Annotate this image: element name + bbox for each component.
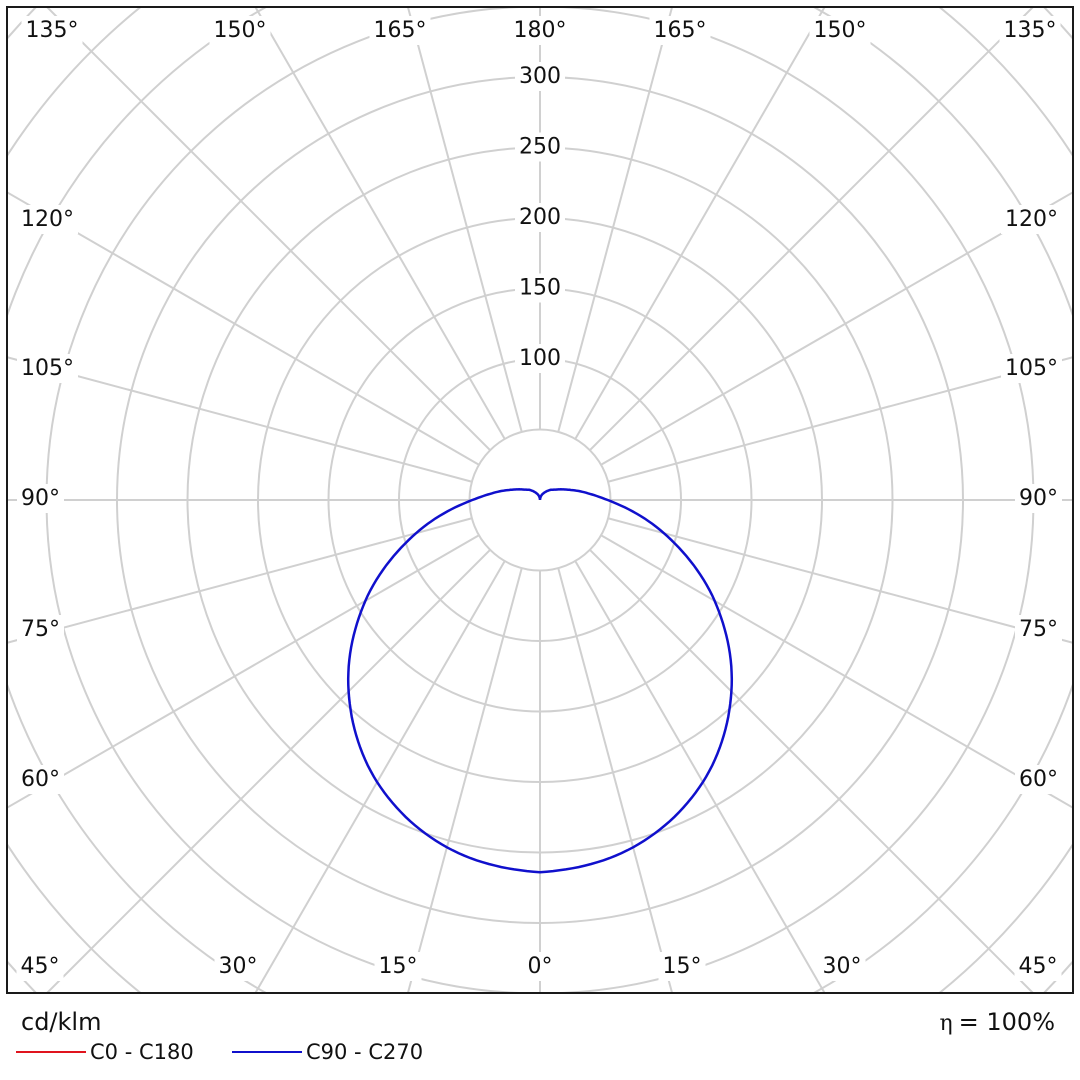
angle-label-top: 165°: [374, 18, 427, 43]
grid-spoke: [607, 517, 1073, 644]
angle-label-left: 90°: [21, 486, 60, 511]
angle-label-left: 105°: [21, 356, 74, 381]
grid-spoke: [254, 7, 506, 440]
angle-label-bottom: 30°: [823, 954, 862, 979]
grid-spoke: [7, 191, 480, 466]
grid-spoke: [574, 560, 826, 993]
angle-label-left: 120°: [21, 207, 74, 232]
radial-tick-label: 150: [519, 276, 561, 301]
angle-label-bottom: 30°: [219, 954, 258, 979]
efficiency-value: = 100%: [958, 1008, 1055, 1036]
angle-label-bottom: 15°: [379, 954, 418, 979]
legend-swatch-red: [16, 1051, 86, 1053]
grid-spoke: [7, 517, 473, 644]
angle-label-top: 150°: [214, 18, 267, 43]
grid-spoke: [600, 534, 1073, 809]
grid-spoke: [7, 534, 480, 809]
intensity-curves: [346, 488, 734, 874]
grid-spoke: [45, 7, 491, 451]
angle-label-top: 135°: [1004, 18, 1057, 43]
angle-label-top: 165°: [654, 18, 707, 43]
angle-label-right: 60°: [1019, 767, 1058, 792]
grid-spoke: [406, 7, 523, 433]
grid-spoke: [254, 560, 506, 993]
radial-tick-label: 300: [519, 64, 561, 89]
angle-label-top: 135°: [26, 18, 79, 43]
legend-item-c0-c180[interactable]: C0 - C180: [16, 1040, 194, 1064]
angle-label-top: 180°: [514, 18, 567, 43]
angle-label-bottom: 0°: [528, 954, 553, 979]
angle-label-left: 60°: [21, 767, 60, 792]
curve-c90-c270: [346, 488, 734, 874]
angle-label-right: 105°: [1005, 356, 1058, 381]
angle-label-bottom: 45°: [1019, 954, 1058, 979]
grid-spoke: [600, 191, 1073, 466]
grid-spoke: [589, 549, 1035, 993]
grid-spoke: [557, 7, 674, 433]
angle-label-right: 75°: [1019, 617, 1058, 642]
angle-label-right: 120°: [1005, 207, 1058, 232]
legend-label: C90 - C270: [306, 1040, 424, 1064]
grid-spoke: [557, 567, 674, 993]
grid-spoke: [589, 7, 1035, 451]
radial-tick-label: 100: [519, 346, 561, 371]
radial-tick-label: 250: [519, 135, 561, 160]
angle-label-bottom: 45°: [21, 954, 60, 979]
legend-label: C0 - C180: [90, 1040, 194, 1064]
angle-label-left: 75°: [21, 617, 60, 642]
grid-spoke: [45, 549, 491, 993]
legend-swatch-blue: [232, 1051, 302, 1053]
grid-spoke: [607, 356, 1073, 483]
angle-label-right: 90°: [1019, 486, 1058, 511]
unit-label: cd/klm: [21, 1008, 102, 1036]
plot-frame: [6, 6, 1074, 994]
eta-symbol: η: [939, 1011, 953, 1036]
radial-tick-label: 200: [519, 205, 561, 230]
grid-spoke: [574, 7, 826, 440]
angle-label-top: 150°: [814, 18, 867, 43]
grid-spoke: [406, 567, 523, 993]
grid-spoke: [7, 356, 473, 483]
efficiency-label: η = 100%: [939, 1008, 1055, 1036]
axis-labels: 100 150 200 250 300 135° 150° 165° 180° 165° 150° 1…: [16, 16, 1062, 981]
angle-label-bottom: 15°: [663, 954, 702, 979]
legend-item-c90-c270[interactable]: C90 - C270: [232, 1040, 423, 1064]
